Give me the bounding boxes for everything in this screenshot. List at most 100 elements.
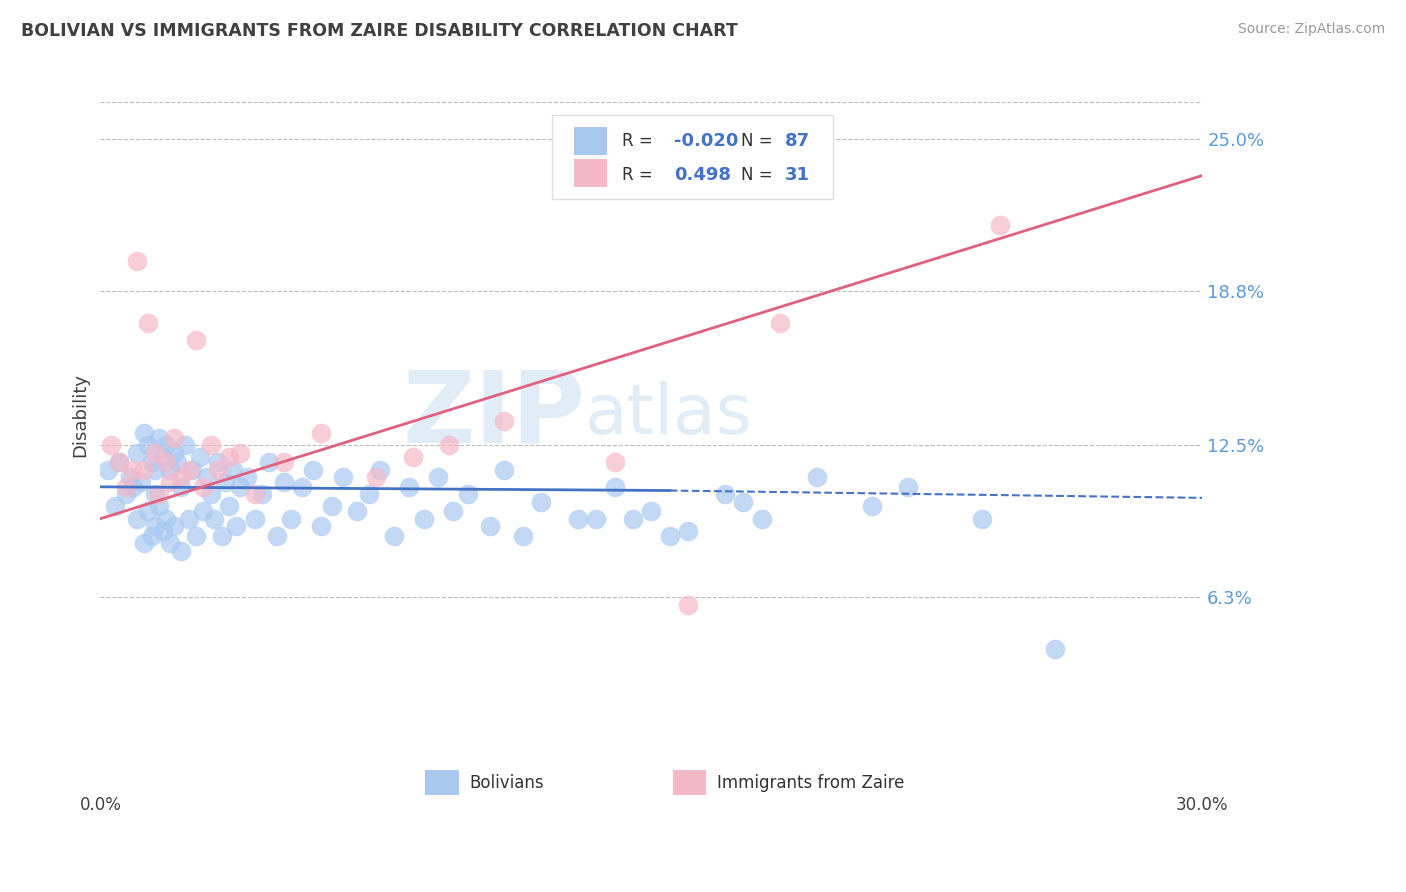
Point (177, 512, 200, 526)
Point (152, 450, 174, 465)
Point (769, 316, 792, 330)
Point (229, 480, 252, 494)
Point (273, 455, 295, 469)
Point (218, 450, 240, 465)
Text: 30.0%: 30.0% (1175, 796, 1229, 814)
Point (97, 463, 120, 477)
Point (134, 425, 156, 440)
Point (439, 438, 461, 452)
Point (401, 450, 423, 465)
Point (145, 445, 167, 459)
Point (141, 529, 163, 543)
Text: ZIP: ZIP (402, 366, 585, 463)
Point (166, 455, 188, 469)
FancyBboxPatch shape (553, 114, 834, 199)
Point (751, 512, 773, 526)
Point (512, 529, 534, 543)
Point (676, 598, 699, 612)
Point (136, 316, 159, 330)
Point (170, 470, 193, 484)
Point (478, 519, 501, 533)
Point (184, 333, 207, 347)
Point (163, 445, 186, 459)
Point (115, 480, 138, 494)
Point (155, 455, 177, 469)
Point (122, 463, 145, 477)
Point (714, 487, 737, 501)
Point (309, 425, 332, 440)
Point (181, 463, 204, 477)
Y-axis label: Disability: Disability (72, 373, 89, 457)
Point (259, 455, 281, 469)
Point (733, 494, 755, 508)
Point (398, 480, 420, 494)
Point (148, 500, 170, 514)
Point (229, 445, 252, 459)
Text: R =: R = (621, 132, 658, 150)
Point (567, 512, 589, 526)
Point (243, 487, 266, 501)
Point (273, 475, 295, 489)
Point (118, 470, 141, 484)
Text: BOLIVIAN VS IMMIGRANTS FROM ZAIRE DISABILITY CORRELATION CHART: BOLIVIAN VS IMMIGRANTS FROM ZAIRE DISABI… (21, 22, 738, 40)
Point (364, 470, 387, 484)
Point (129, 475, 152, 489)
Point (188, 450, 211, 465)
Text: -0.020: -0.020 (675, 132, 740, 150)
Bar (673, 770, 706, 796)
Point (427, 470, 450, 484)
Point (163, 431, 186, 445)
Point (346, 504, 368, 518)
Point (897, 480, 920, 494)
Point (115, 487, 138, 501)
Text: atlas: atlas (585, 381, 754, 448)
Point (382, 529, 405, 543)
Point (441, 504, 464, 518)
Point (207, 463, 229, 477)
Text: 87: 87 (785, 132, 810, 150)
Point (280, 512, 302, 526)
Point (193, 480, 215, 494)
Point (412, 512, 434, 526)
Point (159, 463, 181, 477)
Point (585, 512, 607, 526)
Point (214, 475, 236, 489)
Point (184, 529, 207, 543)
Point (163, 519, 186, 533)
Point (200, 438, 222, 452)
Point (195, 470, 218, 484)
Point (107, 455, 129, 469)
Bar (574, 127, 607, 155)
Point (193, 504, 215, 518)
Point (159, 536, 181, 550)
Text: 0.498: 0.498 (675, 166, 731, 184)
Point (125, 445, 148, 459)
Point (173, 438, 195, 452)
Bar (426, 770, 458, 796)
Point (860, 500, 883, 514)
Point (100, 438, 122, 452)
Point (202, 512, 225, 526)
Point (218, 500, 240, 514)
Point (141, 455, 163, 469)
Point (321, 500, 343, 514)
Point (148, 487, 170, 501)
Point (107, 455, 129, 469)
Point (145, 463, 167, 477)
Point (494, 463, 516, 477)
Point (603, 455, 626, 469)
Point (170, 480, 193, 494)
Text: N =: N = (741, 132, 778, 150)
Point (136, 504, 159, 518)
Point (200, 487, 222, 501)
Point (621, 512, 644, 526)
Text: N =: N = (741, 166, 778, 184)
Point (207, 455, 229, 469)
Text: R =: R = (621, 166, 658, 184)
Point (970, 512, 993, 526)
Point (494, 414, 516, 428)
Point (357, 487, 380, 501)
Point (225, 519, 247, 533)
Point (148, 431, 170, 445)
Point (676, 524, 699, 538)
